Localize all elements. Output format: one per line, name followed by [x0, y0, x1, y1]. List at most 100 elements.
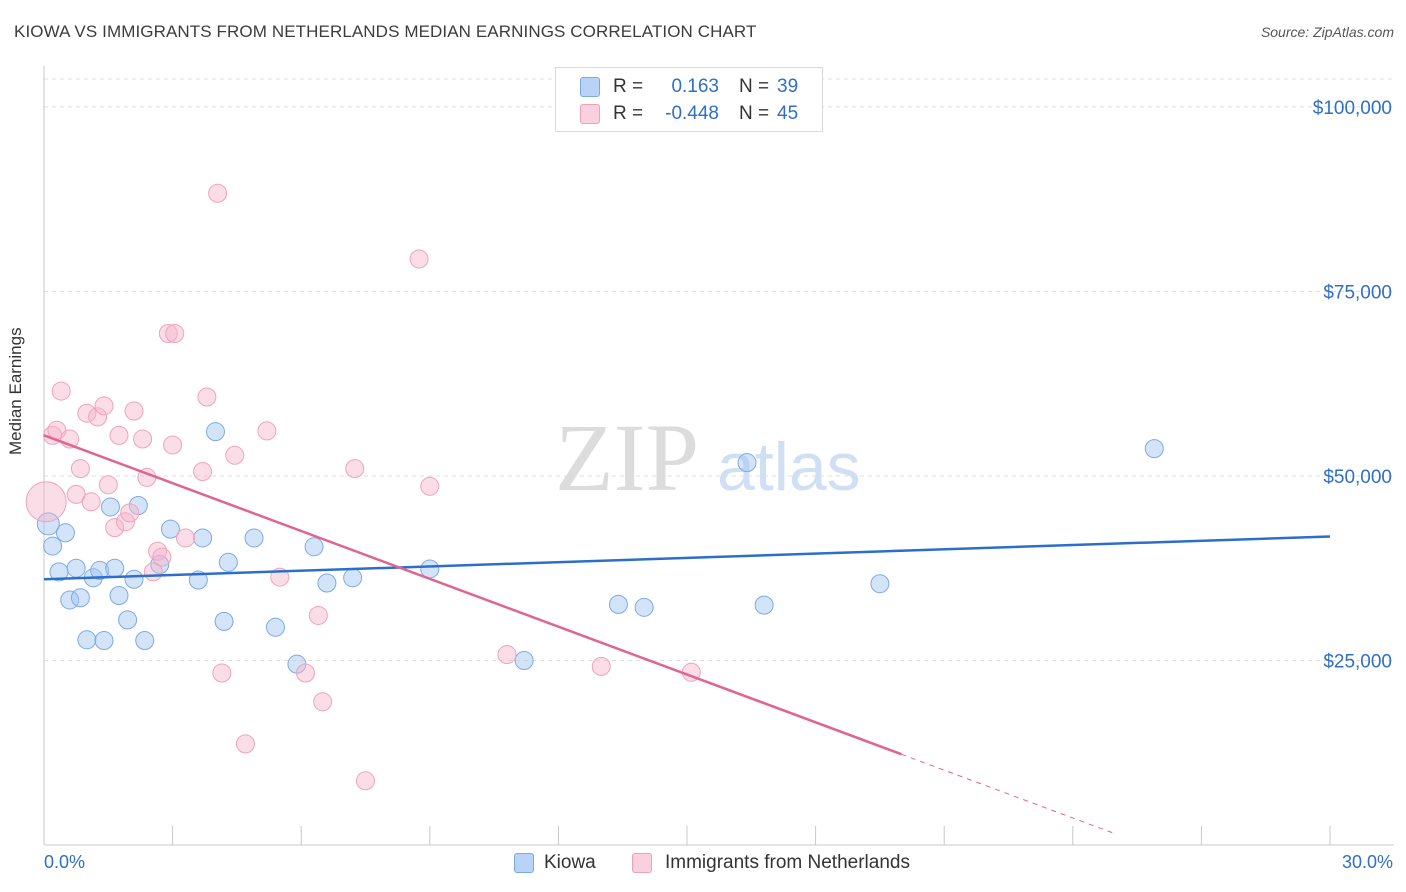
kiowa-point	[754, 595, 774, 615]
kiowa-point	[118, 610, 138, 630]
kiowa-point	[36, 512, 60, 536]
kiowa-point	[343, 568, 363, 588]
kiowa-point	[870, 574, 890, 594]
netherlands-point	[295, 663, 315, 683]
netherlands-point	[109, 425, 129, 445]
bottom-legend-swatch-kiowa	[514, 853, 534, 873]
kiowa-point	[317, 573, 337, 593]
bottom-legend-label-kiowa: Kiowa	[544, 852, 596, 873]
kiowa-point	[94, 631, 114, 651]
netherlands-point	[105, 518, 125, 538]
kiowa-point	[70, 588, 90, 608]
kiowa-point	[214, 611, 234, 631]
netherlands-point	[77, 403, 97, 423]
netherlands-point	[51, 381, 71, 401]
kiowa-point	[105, 558, 125, 578]
y-tick-label: $25,000	[1323, 651, 1392, 672]
netherlands-point	[175, 528, 195, 548]
watermark-zip: ZIP	[555, 404, 699, 511]
axes	[43, 66, 1394, 846]
bottom-legend-kiowa: Kiowa	[514, 852, 596, 874]
legend-n-label: N =	[739, 103, 770, 124]
netherlands-point	[212, 663, 232, 683]
netherlands-point	[225, 445, 245, 465]
y-tick-label: $50,000	[1323, 467, 1392, 488]
kiowa-point	[304, 537, 324, 557]
netherlands-point	[133, 429, 153, 449]
netherlands-point	[497, 645, 517, 665]
netherlands-point	[208, 183, 228, 203]
netherlands-point	[115, 512, 135, 532]
y-axis-label: Median Earnings	[6, 327, 25, 455]
kiowa-point	[100, 497, 120, 517]
netherlands-trend-line	[43, 434, 902, 756]
watermark: ZIP atlas	[555, 404, 861, 511]
netherlands-point	[409, 249, 429, 269]
kiowa-point	[66, 558, 86, 578]
netherlands-point	[345, 459, 365, 479]
netherlands-trend-extension	[901, 753, 1116, 835]
netherlands-point	[120, 503, 140, 523]
netherlands-point	[163, 435, 183, 455]
chart-title: KIOWA VS IMMIGRANTS FROM NETHERLANDS MED…	[14, 22, 757, 41]
legend-r-value: -0.448	[665, 103, 719, 124]
kiowa-point	[244, 528, 264, 548]
legend-n-value: 39	[777, 76, 799, 97]
bottom-legend-netherlands: Immigrants from Netherlands	[632, 852, 910, 874]
kiowa-point	[205, 422, 225, 442]
netherlands-point	[25, 481, 67, 523]
legend-n-value: 45	[777, 103, 799, 124]
netherlands-point	[420, 476, 440, 496]
kiowa-point	[90, 560, 110, 580]
kiowa-point	[55, 523, 75, 543]
netherlands-point	[98, 475, 118, 495]
legend-n-label: N =	[739, 76, 770, 97]
legend-row-kiowa: R = 0.163 N = 39	[580, 75, 798, 99]
netherlands-point	[356, 771, 375, 791]
netherlands-point	[313, 692, 333, 712]
netherlands-point	[235, 734, 255, 754]
y-tick-label: $100,000	[1313, 98, 1392, 119]
kiowa-point	[514, 650, 534, 670]
y-tick-label: $75,000	[1323, 282, 1392, 303]
legend-r-value: 0.163	[671, 76, 719, 97]
netherlands-point	[158, 324, 178, 343]
legend-swatch-kiowa	[580, 77, 600, 97]
kiowa-point	[1144, 439, 1164, 459]
netherlands-point	[70, 459, 90, 479]
kiowa-point	[124, 569, 144, 589]
legend-row-netherlands: R = -0.448 N = 45	[580, 102, 798, 126]
watermark-atlas: atlas	[717, 429, 861, 505]
netherlands-point	[81, 492, 101, 512]
kiowa-point	[135, 631, 155, 651]
kiowa-trend-line	[43, 535, 1331, 581]
bottom-legend-swatch-netherlands	[632, 853, 652, 873]
data-points	[25, 183, 1164, 791]
netherlands-point	[152, 547, 172, 567]
x-tick-label-max: 30.0%	[1341, 852, 1393, 872]
kiowa-point	[218, 552, 238, 572]
netherlands-point	[66, 484, 86, 504]
legend-r-label: R =	[613, 103, 644, 124]
kiowa-point	[634, 597, 654, 617]
netherlands-point	[88, 407, 108, 427]
kiowa-point	[193, 528, 213, 548]
x-tick-label-min: 0.0%	[44, 852, 86, 872]
kiowa-point	[608, 594, 628, 614]
trend-lines	[43, 434, 1331, 835]
legend-r-label: R =	[613, 76, 644, 97]
netherlands-point	[94, 396, 114, 416]
bottom-legend-label-netherlands: Immigrants from Netherlands	[665, 852, 910, 873]
netherlands-point	[197, 387, 217, 407]
netherlands-point	[591, 656, 611, 676]
netherlands-point	[308, 605, 328, 625]
y-tick-labels: $25,000 $50,000 $75,000 $100,000	[1313, 98, 1392, 673]
kiowa-point	[160, 519, 180, 539]
netherlands-point	[193, 462, 213, 482]
kiowa-point	[43, 536, 63, 556]
correlation-legend: R = 0.163 N = 39 R = -0.448 N = 45	[555, 67, 823, 132]
netherlands-point	[165, 324, 185, 343]
source-credit: Source: ZipAtlas.com	[1260, 24, 1394, 40]
kiowa-point	[265, 617, 285, 637]
